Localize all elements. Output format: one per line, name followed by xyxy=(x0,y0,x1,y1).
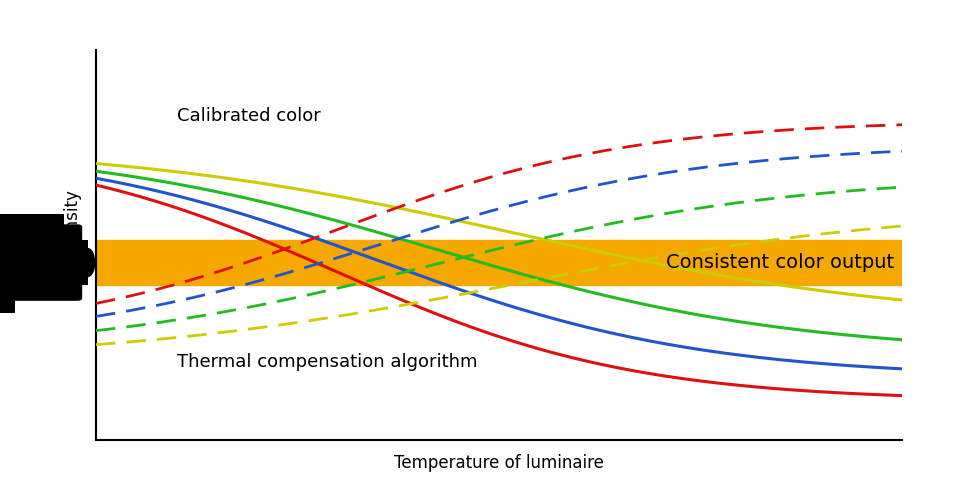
FancyBboxPatch shape xyxy=(53,240,87,286)
FancyBboxPatch shape xyxy=(0,224,83,301)
Bar xyxy=(53,226,63,240)
Bar xyxy=(96,240,902,285)
Bar xyxy=(0,214,63,227)
Bar xyxy=(0,299,15,313)
FancyBboxPatch shape xyxy=(15,234,57,292)
X-axis label: Temperature of luminaire: Temperature of luminaire xyxy=(395,454,604,472)
Text: Thermal compensation algorithm: Thermal compensation algorithm xyxy=(177,353,477,371)
Text: Consistent color output: Consistent color output xyxy=(666,253,895,272)
Text: Calibrated color: Calibrated color xyxy=(177,108,321,126)
Ellipse shape xyxy=(80,248,95,277)
Y-axis label: LED intensity: LED intensity xyxy=(64,190,83,300)
